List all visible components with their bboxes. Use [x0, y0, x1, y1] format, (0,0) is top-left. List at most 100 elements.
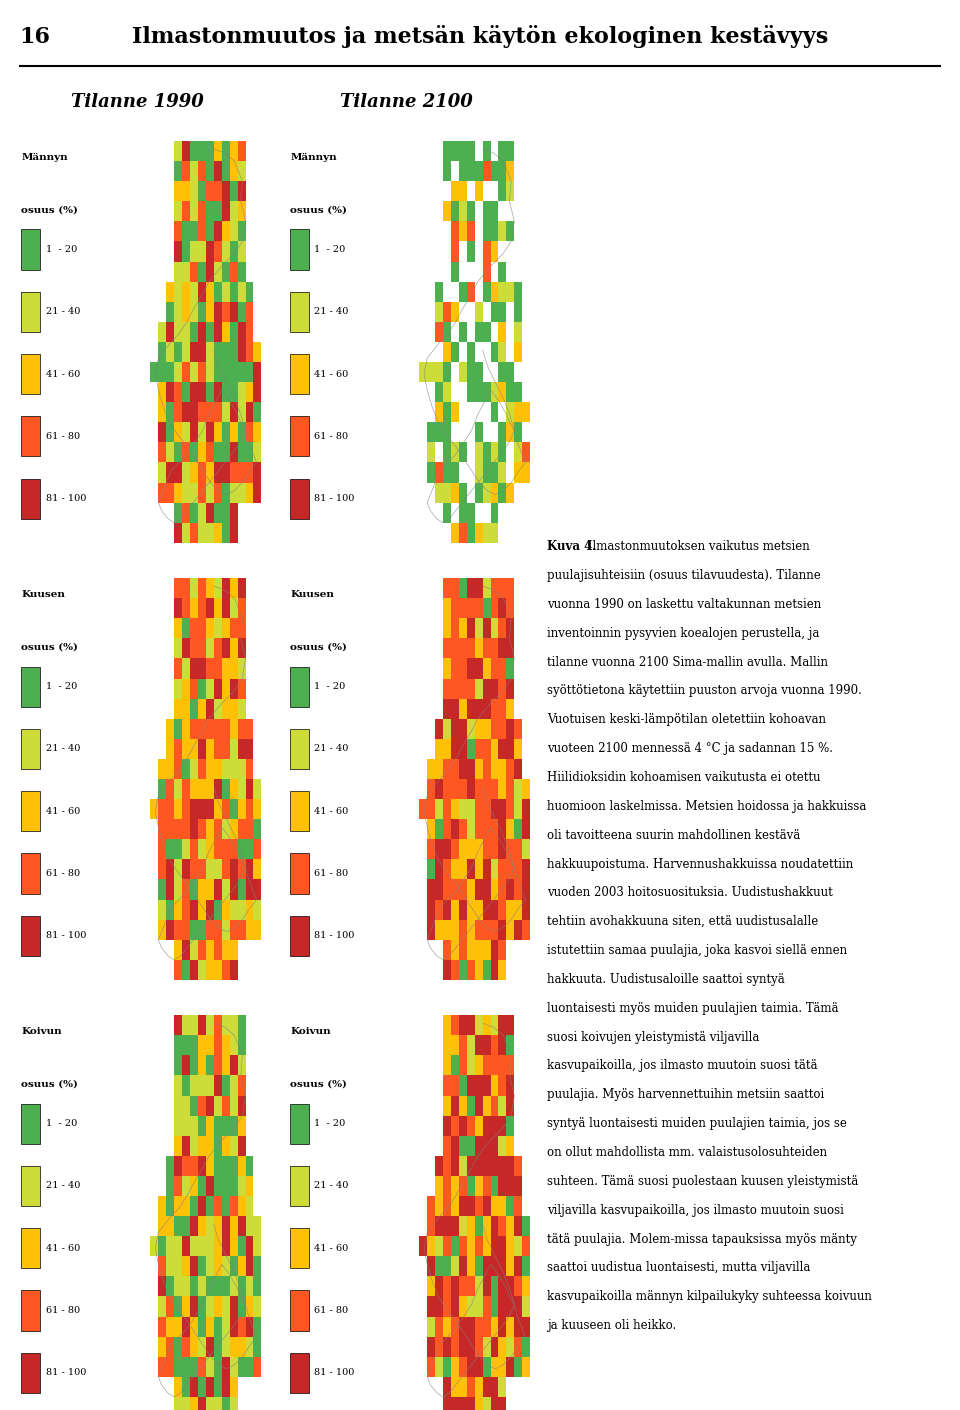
Bar: [451, 1317, 459, 1337]
Bar: [175, 1256, 182, 1276]
Bar: [198, 241, 206, 262]
Bar: [166, 402, 175, 423]
Bar: [491, 443, 498, 462]
Bar: [290, 853, 309, 894]
Bar: [507, 362, 515, 382]
Bar: [483, 759, 491, 778]
Bar: [175, 1356, 182, 1376]
Bar: [498, 778, 507, 799]
Bar: [467, 919, 474, 939]
Bar: [435, 819, 444, 839]
Bar: [474, 503, 483, 523]
Bar: [507, 739, 515, 759]
Bar: [190, 939, 198, 960]
Bar: [190, 282, 198, 302]
Text: Hiilidioksidin kohoamisen vaikutusta ei otettu: Hiilidioksidin kohoamisen vaikutusta ei …: [547, 771, 821, 784]
Bar: [222, 598, 229, 618]
Bar: [491, 658, 498, 678]
Bar: [198, 182, 206, 202]
Bar: [175, 343, 182, 362]
Bar: [175, 1196, 182, 1215]
Bar: [459, 1297, 467, 1317]
Bar: [522, 859, 530, 880]
Bar: [214, 698, 222, 719]
Bar: [229, 141, 238, 161]
Bar: [238, 482, 246, 503]
Bar: [229, 960, 238, 980]
Bar: [467, 799, 474, 819]
Bar: [246, 1356, 253, 1376]
Bar: [190, 819, 198, 839]
Bar: [467, 839, 474, 859]
Bar: [427, 402, 435, 423]
Bar: [522, 778, 530, 799]
Bar: [229, 759, 238, 778]
Bar: [467, 939, 474, 960]
Bar: [222, 321, 229, 343]
Bar: [198, 1256, 206, 1276]
Bar: [175, 1156, 182, 1176]
Text: 1  - 20: 1 - 20: [46, 682, 77, 691]
Bar: [498, 698, 507, 719]
Bar: [459, 241, 467, 262]
Bar: [253, 880, 261, 900]
Bar: [498, 618, 507, 639]
Bar: [515, 1215, 522, 1237]
Text: Männyn: Männyn: [290, 154, 337, 162]
Bar: [451, 1156, 459, 1176]
Bar: [467, 1115, 474, 1136]
Bar: [206, 939, 214, 960]
Bar: [491, 900, 498, 919]
Bar: [491, 578, 498, 598]
Bar: [175, 839, 182, 859]
Bar: [206, 960, 214, 980]
Bar: [491, 1376, 498, 1397]
Bar: [435, 739, 444, 759]
Bar: [522, 1356, 530, 1376]
Bar: [206, 182, 214, 202]
Text: huomioon laskelmissa. Metsien hoidossa ja hakkuissa: huomioon laskelmissa. Metsien hoidossa j…: [547, 799, 867, 812]
Bar: [459, 1156, 467, 1176]
Bar: [507, 482, 515, 503]
Bar: [483, 1256, 491, 1276]
Bar: [246, 1215, 253, 1237]
Bar: [491, 759, 498, 778]
Bar: [222, 343, 229, 362]
Bar: [190, 1356, 198, 1376]
Bar: [214, 678, 222, 698]
Bar: [451, 423, 459, 443]
Bar: [198, 639, 206, 658]
Bar: [214, 321, 222, 343]
Text: 81 - 100: 81 - 100: [314, 1368, 355, 1378]
Bar: [451, 1397, 459, 1410]
Bar: [206, 1317, 214, 1337]
Bar: [222, 1337, 229, 1356]
Bar: [443, 221, 451, 241]
Bar: [498, 919, 507, 939]
Bar: [443, 1237, 451, 1256]
Bar: [182, 1237, 190, 1256]
Bar: [459, 262, 467, 282]
Bar: [190, 799, 198, 819]
Bar: [190, 343, 198, 362]
Bar: [467, 262, 474, 282]
Bar: [515, 1176, 522, 1196]
Bar: [229, 503, 238, 523]
Bar: [427, 382, 435, 402]
Bar: [206, 719, 214, 739]
Bar: [222, 1055, 229, 1076]
Bar: [158, 1237, 166, 1256]
Bar: [238, 1215, 246, 1237]
Bar: [229, 1196, 238, 1215]
Bar: [206, 1156, 214, 1176]
Bar: [206, 1035, 214, 1055]
Bar: [459, 778, 467, 799]
Bar: [238, 778, 246, 799]
Bar: [483, 939, 491, 960]
Bar: [459, 1237, 467, 1256]
Bar: [435, 423, 444, 443]
Bar: [443, 900, 451, 919]
Bar: [474, 343, 483, 362]
Bar: [443, 302, 451, 321]
Bar: [474, 1237, 483, 1256]
